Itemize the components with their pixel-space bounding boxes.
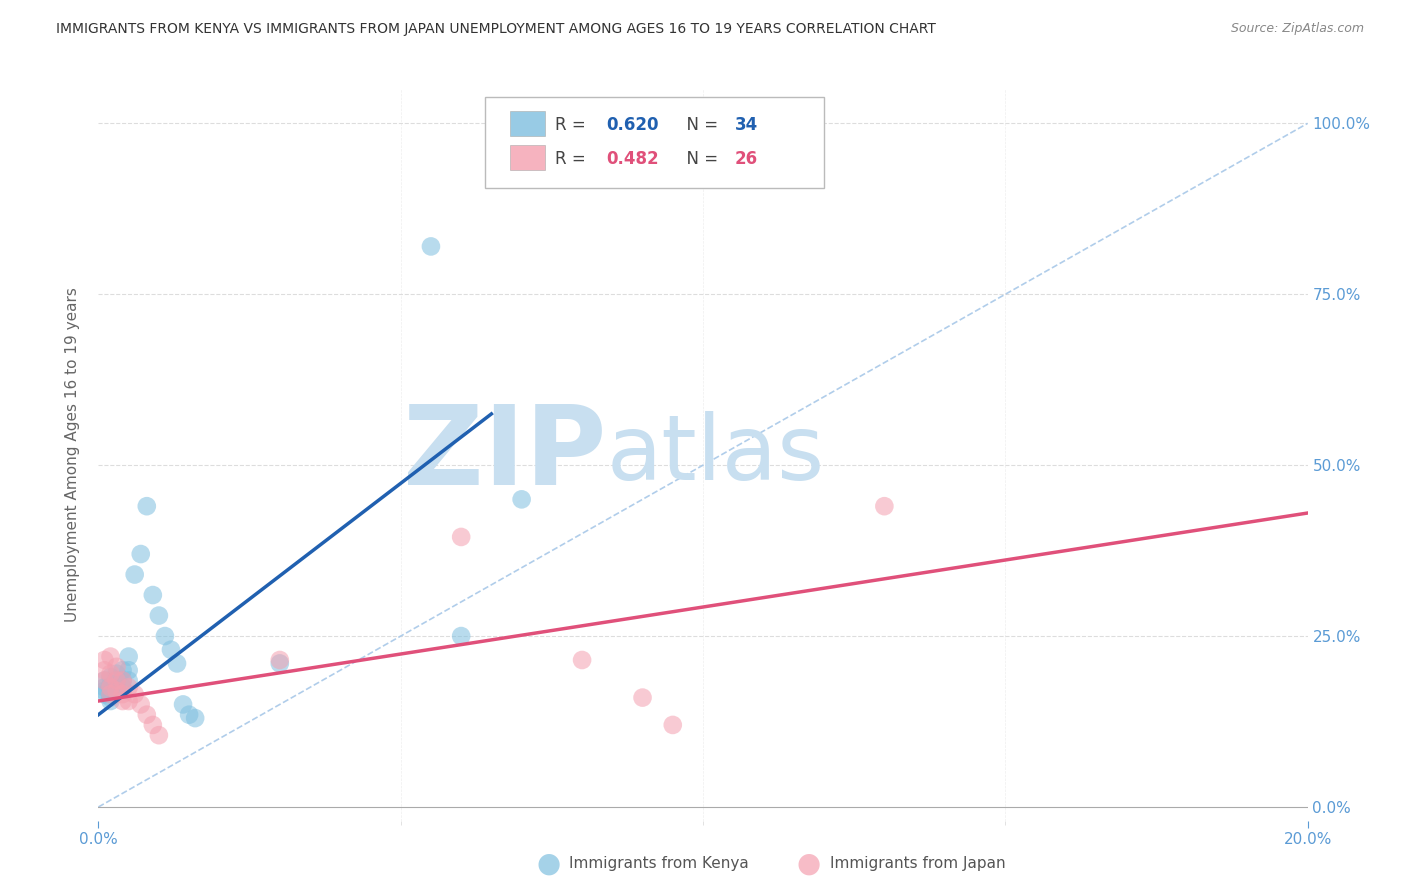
Point (100, 690, 122, 705)
Text: ZIP: ZIP (404, 401, 606, 508)
Point (118, 694, 141, 708)
Text: 34: 34 (734, 116, 758, 135)
Point (420, 239, 443, 253)
Point (172, 698, 194, 712)
Point (105, 673, 128, 688)
Point (100, 670, 122, 684)
Text: N =: N = (676, 116, 724, 135)
Text: 0.482: 0.482 (606, 150, 659, 168)
Y-axis label: Unemployment Among Ages 16 to 19 years: Unemployment Among Ages 16 to 19 years (65, 287, 80, 623)
Point (118, 673, 141, 688)
Point (105, 683, 128, 698)
Point (269, 657, 291, 671)
Point (111, 681, 134, 695)
Point (111, 694, 134, 708)
Point (100, 681, 122, 695)
Point (111, 673, 134, 688)
Point (142, 588, 165, 602)
Text: R =: R = (555, 150, 592, 168)
Text: N =: N = (676, 150, 724, 168)
Text: Source: ZipAtlas.com: Source: ZipAtlas.com (1230, 22, 1364, 36)
Point (100, 666, 122, 681)
Point (631, 690, 654, 705)
Point (135, 499, 157, 513)
FancyBboxPatch shape (485, 96, 824, 188)
Point (160, 642, 183, 657)
Point (111, 663, 134, 677)
Point (100, 694, 122, 708)
Point (662, 718, 685, 732)
Point (873, 499, 896, 513)
Point (111, 673, 134, 688)
Point (148, 728, 170, 742)
Point (166, 657, 188, 671)
FancyBboxPatch shape (509, 145, 544, 170)
Point (118, 681, 141, 695)
Text: Immigrants from Japan: Immigrants from Japan (830, 856, 1005, 871)
Text: ●: ● (536, 849, 561, 878)
Text: R =: R = (555, 116, 592, 135)
Point (93, 663, 115, 677)
Point (118, 649, 141, 664)
Point (100, 687, 122, 701)
Point (105, 683, 128, 698)
Text: IMMIGRANTS FROM KENYA VS IMMIGRANTS FROM JAPAN UNEMPLOYMENT AMONG AGES 16 TO 19 : IMMIGRANTS FROM KENYA VS IMMIGRANTS FROM… (56, 22, 936, 37)
Point (93, 687, 115, 701)
Point (105, 673, 128, 688)
Point (105, 660, 128, 674)
Point (129, 698, 152, 712)
Text: atlas: atlas (606, 411, 824, 499)
Point (148, 608, 170, 623)
Point (450, 530, 472, 544)
Point (93, 673, 115, 688)
Point (93, 673, 115, 688)
Point (105, 666, 128, 681)
Point (184, 711, 207, 725)
Point (93, 653, 115, 667)
Point (142, 718, 165, 732)
Point (124, 567, 146, 582)
Point (510, 492, 533, 507)
Point (93, 683, 115, 698)
Point (100, 681, 122, 695)
Point (179, 707, 201, 722)
Text: Immigrants from Kenya: Immigrants from Kenya (569, 856, 749, 871)
FancyBboxPatch shape (509, 112, 544, 136)
Text: 26: 26 (734, 150, 758, 168)
Text: ●: ● (796, 849, 821, 878)
Point (124, 687, 146, 701)
Point (100, 687, 122, 701)
Point (153, 629, 176, 643)
Point (111, 687, 134, 701)
Point (135, 707, 157, 722)
Text: 0.620: 0.620 (606, 116, 659, 135)
Point (105, 681, 128, 695)
Point (269, 653, 291, 667)
Point (93, 681, 115, 695)
Point (129, 547, 152, 561)
Point (100, 649, 122, 664)
Point (450, 629, 472, 643)
Point (118, 663, 141, 677)
Point (571, 653, 593, 667)
